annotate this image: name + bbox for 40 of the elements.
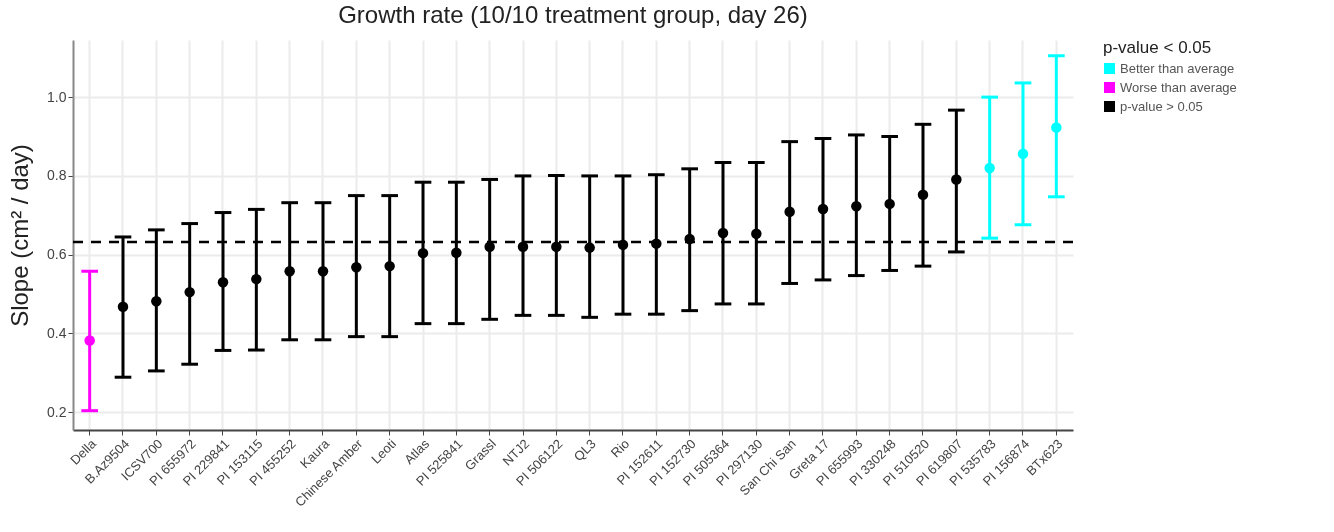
point xyxy=(217,277,229,288)
point xyxy=(784,206,795,217)
point xyxy=(317,266,329,277)
point xyxy=(451,247,462,258)
point xyxy=(517,241,529,253)
point xyxy=(351,262,362,273)
point xyxy=(951,174,962,185)
point xyxy=(384,260,395,272)
x-tick-label: QL3 xyxy=(570,436,599,465)
y-tick-label: 1.0 xyxy=(47,88,67,105)
point xyxy=(817,203,829,215)
y-tick-label: 0.2 xyxy=(47,403,67,420)
point xyxy=(184,286,195,298)
x-tick-label: Rio xyxy=(607,436,633,461)
y-tick-label: 0.8 xyxy=(47,167,67,184)
point xyxy=(417,247,429,259)
chart-title: Growth rate (10/10 treatment group, day 26) xyxy=(338,1,808,28)
point xyxy=(484,241,495,253)
point xyxy=(584,242,595,253)
y-axis-title: Slope (cm² / day) xyxy=(6,144,34,327)
point xyxy=(151,295,162,307)
point xyxy=(851,201,862,212)
point xyxy=(717,227,729,239)
legend-label: p-value > 0.05 xyxy=(1120,98,1203,114)
point xyxy=(1051,122,1062,133)
point xyxy=(884,198,895,210)
point xyxy=(917,189,929,201)
y-tick-label: 0.6 xyxy=(47,246,67,263)
point xyxy=(84,335,95,346)
legend-title: p-value < 0.05 xyxy=(1103,38,1212,57)
point xyxy=(551,241,562,253)
point xyxy=(751,228,762,240)
point xyxy=(251,273,262,285)
legend-label: Better than average xyxy=(1120,60,1235,76)
y-tick-label: 0.4 xyxy=(47,324,67,341)
point xyxy=(284,266,295,277)
legend-label: Worse than average xyxy=(1120,79,1237,95)
point xyxy=(1017,148,1029,160)
point xyxy=(117,301,129,312)
point xyxy=(984,162,995,174)
